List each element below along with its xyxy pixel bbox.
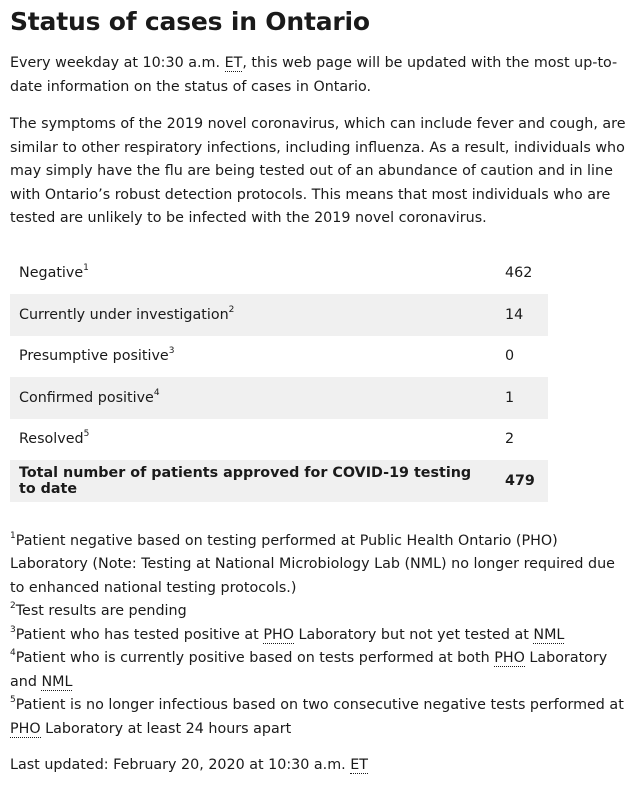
footnote-5: 5Patient is no longer infectious based o… <box>10 695 624 738</box>
table-row: Negative1 462 <box>10 253 548 295</box>
row-label: Negative1 <box>19 263 89 282</box>
table-total-row: Total number of patients approved for CO… <box>10 460 548 502</box>
row-value: 14 <box>497 294 548 336</box>
last-updated: Last updated: February 20, 2020 at 10:30… <box>10 757 369 774</box>
footnote-ref: 3 <box>168 346 175 357</box>
table-row: Confirmed positive4 1 <box>10 377 548 419</box>
row-value: 1 <box>497 377 548 419</box>
footnote-2: 2Test results are pending <box>10 601 187 619</box>
row-value: 2 <box>505 431 515 448</box>
footnote-1: 1Patient negative based on testing perfo… <box>10 530 615 596</box>
footnote-ref: 2 <box>228 304 235 315</box>
table-row: Presumptive positive3 0 <box>10 336 548 378</box>
pho-abbreviation[interactable]: PHO <box>10 720 41 738</box>
et-abbreviation[interactable]: ET <box>350 757 369 774</box>
row-label: Currently under investigation2 <box>10 294 497 336</box>
row-label: Confirmed positive4 <box>10 377 497 419</box>
page-title: Status of cases in Ontario <box>10 7 370 36</box>
footnotes: 1Patient negative based on testing perfo… <box>10 530 630 742</box>
row-value: 462 <box>505 265 533 282</box>
footnote-ref: 4 <box>153 387 160 398</box>
case-status-table: Negative1 462 Currently under investigat… <box>10 253 548 502</box>
pho-abbreviation[interactable]: PHO <box>263 626 294 644</box>
nml-abbreviation[interactable]: NML <box>533 626 565 644</box>
footnote-3: 3Patient who has tested positive at PHO … <box>10 624 565 644</box>
footnote-4: 4Patient who is currently positive based… <box>10 648 608 691</box>
footnote-ref: 1 <box>83 263 89 274</box>
intro-paragraph-symptoms: The symptoms of the 2019 novel coronavir… <box>10 116 626 226</box>
intro-text: Every weekday at 10:30 a.m. <box>10 55 225 71</box>
pho-abbreviation[interactable]: PHO <box>494 650 525 667</box>
table-row: Currently under investigation2 14 <box>10 294 548 336</box>
intro-text-rest: , this web page will be updated with the… <box>10 55 618 95</box>
row-label: Resolved5 <box>19 429 90 448</box>
nml-abbreviation[interactable]: NML <box>41 673 73 691</box>
total-value: 479 <box>497 460 548 502</box>
table-row: Resolved5 2 <box>10 419 548 461</box>
row-value: 0 <box>505 348 515 365</box>
intro-paragraph-update-schedule: Every weekday at 10:30 a.m. ET, this web… <box>10 52 630 99</box>
row-label: Presumptive positive3 <box>19 346 175 365</box>
total-label: Total number of patients approved for CO… <box>10 460 497 502</box>
et-abbreviation[interactable]: ET <box>224 55 243 72</box>
footnote-ref: 5 <box>83 429 90 440</box>
